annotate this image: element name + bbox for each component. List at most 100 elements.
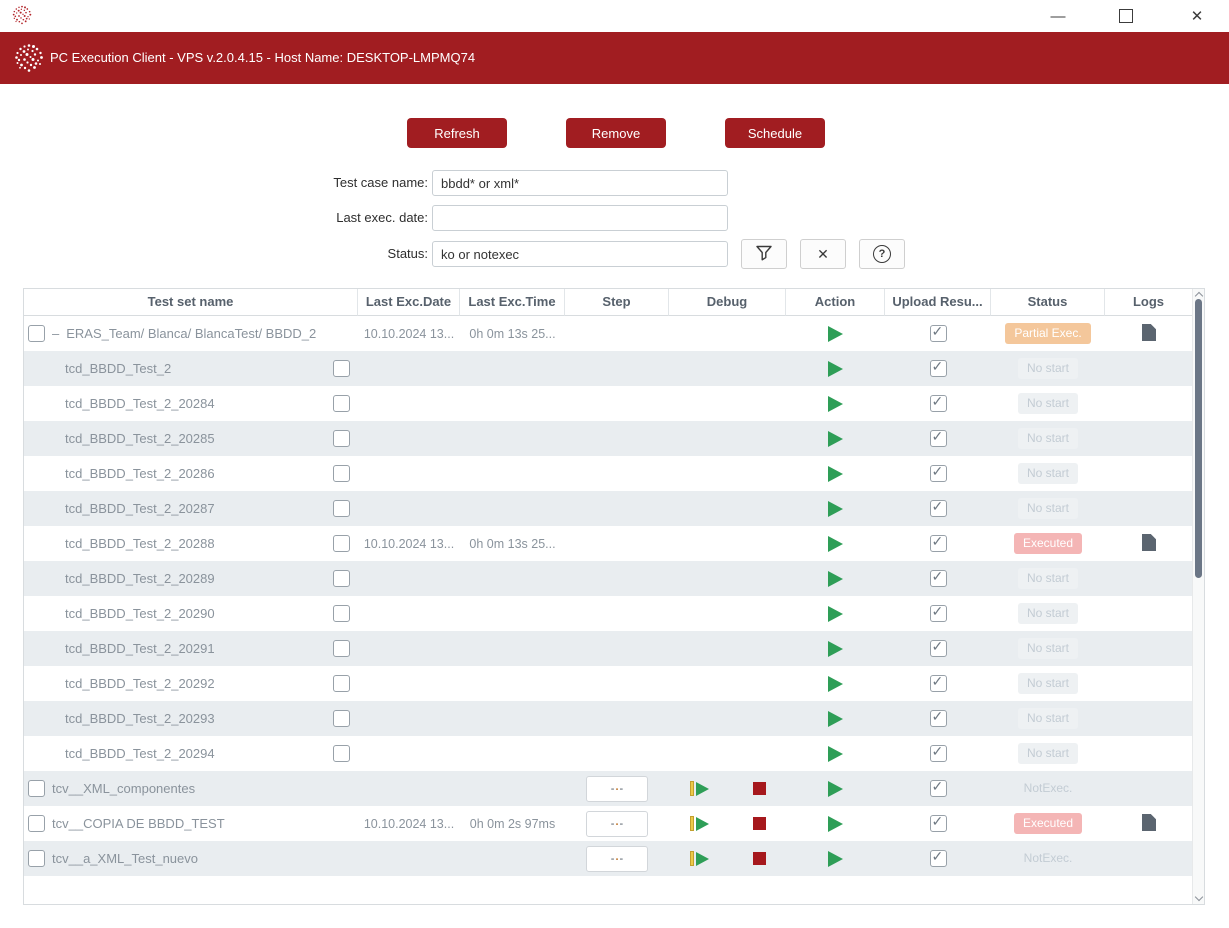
- logs-file-icon[interactable]: [1141, 323, 1157, 344]
- step-input[interactable]: -.-: [586, 845, 648, 872]
- upload-results-checkbox[interactable]: [929, 603, 947, 622]
- upload-results-checkbox[interactable]: [929, 358, 947, 377]
- step-input[interactable]: -.-: [586, 775, 648, 802]
- row-checkbox[interactable]: [333, 465, 350, 482]
- column-header[interactable]: Last Exc.Date: [358, 289, 460, 316]
- run-play-icon[interactable]: [828, 535, 843, 552]
- debug-step-bar: [689, 816, 694, 831]
- schedule-button[interactable]: Schedule: [725, 118, 825, 148]
- maximize-icon[interactable]: [1109, 5, 1143, 27]
- row-checkbox[interactable]: [333, 430, 350, 447]
- run-play-icon[interactable]: [828, 780, 843, 797]
- run-play-icon[interactable]: [828, 500, 843, 517]
- logs-file-icon[interactable]: [1141, 813, 1157, 834]
- row-checkbox[interactable]: [28, 325, 45, 342]
- upload-results-checkbox[interactable]: [929, 323, 947, 342]
- column-header[interactable]: Step: [565, 289, 669, 316]
- column-header[interactable]: Status: [991, 289, 1105, 316]
- last-exec-date-input[interactable]: [432, 205, 728, 231]
- run-play-icon[interactable]: [828, 360, 843, 377]
- upload-results-checkbox[interactable]: [929, 813, 947, 832]
- upload-results-checkbox[interactable]: [929, 638, 947, 657]
- debug-step-play-icon[interactable]: [689, 781, 709, 796]
- debug-step-play-icon[interactable]: [689, 851, 709, 866]
- step-cell: -.-: [565, 841, 669, 876]
- run-play-icon[interactable]: [828, 675, 843, 692]
- row-checkbox[interactable]: [333, 360, 350, 377]
- upload-results-checkbox[interactable]: [929, 463, 947, 482]
- run-play-icon[interactable]: [828, 395, 843, 412]
- run-play-icon[interactable]: [828, 710, 843, 727]
- row-checkbox[interactable]: [28, 850, 45, 867]
- run-play-icon[interactable]: [828, 430, 843, 447]
- test-set-name: tcv__COPIA DE BBDD_TEST: [52, 816, 225, 831]
- column-header[interactable]: Upload Resu...: [885, 289, 991, 316]
- row-checkbox[interactable]: [333, 570, 350, 587]
- debug-cell: [669, 631, 786, 666]
- minimize-icon[interactable]: —: [1050, 7, 1066, 25]
- debug-step-play-icon[interactable]: [689, 816, 709, 831]
- column-header[interactable]: Logs: [1105, 289, 1192, 316]
- row-checkbox[interactable]: [28, 780, 45, 797]
- upload-cell: [885, 456, 991, 491]
- run-play-icon[interactable]: [828, 465, 843, 482]
- run-play-icon[interactable]: [828, 850, 843, 867]
- upload-results-checkbox[interactable]: [929, 778, 947, 797]
- filter-button[interactable]: [741, 239, 787, 269]
- row-checkbox[interactable]: [333, 500, 350, 517]
- run-play-icon[interactable]: [828, 325, 843, 342]
- run-play-icon[interactable]: [828, 640, 843, 657]
- row-checkbox[interactable]: [333, 605, 350, 622]
- test-set-name: tcd_BBDD_Test_2: [65, 361, 172, 376]
- upload-results-checkbox[interactable]: [929, 428, 947, 447]
- help-button[interactable]: ?: [859, 239, 905, 269]
- column-header[interactable]: Debug: [669, 289, 786, 316]
- step-input[interactable]: -.-: [586, 810, 648, 837]
- run-play-icon[interactable]: [828, 815, 843, 832]
- row-checkbox[interactable]: [333, 395, 350, 412]
- close-icon[interactable]: ✕: [1190, 8, 1204, 25]
- upload-results-checkbox[interactable]: [929, 533, 947, 552]
- clear-filter-button[interactable]: ✕: [800, 239, 846, 269]
- row-checkbox[interactable]: [333, 710, 350, 727]
- scroll-down-icon[interactable]: [1194, 892, 1204, 902]
- row-checkbox[interactable]: [333, 675, 350, 692]
- action-cell: [786, 316, 885, 351]
- upload-results-checkbox[interactable]: [929, 708, 947, 727]
- run-play-icon[interactable]: [828, 745, 843, 762]
- column-header[interactable]: Test set name: [24, 289, 358, 316]
- refresh-button[interactable]: Refresh: [407, 118, 507, 148]
- collapse-expander[interactable]: –: [52, 326, 60, 341]
- step-cell: -.-: [565, 806, 669, 841]
- stop-icon[interactable]: [752, 852, 766, 865]
- upload-results-checkbox[interactable]: [929, 568, 947, 587]
- test-case-name-input[interactable]: [432, 170, 728, 196]
- column-header[interactable]: Last Exc.Time: [460, 289, 565, 316]
- debug-step-triangle: [695, 816, 709, 831]
- row-checkbox[interactable]: [333, 640, 350, 657]
- upload-results-checkbox[interactable]: [929, 848, 947, 867]
- run-play-icon[interactable]: [828, 570, 843, 587]
- stop-icon[interactable]: [752, 782, 766, 795]
- upload-results-checkbox[interactable]: [929, 673, 947, 692]
- logs-file-icon[interactable]: [1141, 533, 1157, 554]
- app-logo-icon: [14, 43, 44, 78]
- table-row: tcd_BBDD_Test_2_20293 No start: [24, 701, 1204, 736]
- vertical-scrollbar[interactable]: [1192, 289, 1204, 904]
- status-input[interactable]: [432, 241, 728, 267]
- row-checkbox[interactable]: [333, 535, 350, 552]
- stop-icon[interactable]: [752, 817, 766, 830]
- upload-results-checkbox[interactable]: [929, 743, 947, 762]
- column-header[interactable]: Action: [786, 289, 885, 316]
- debug-cell: [669, 421, 786, 456]
- status-cell: Partial Exec.: [991, 316, 1105, 351]
- row-checkbox[interactable]: [28, 815, 45, 832]
- step-cell: [565, 701, 669, 736]
- run-play-icon[interactable]: [828, 605, 843, 622]
- remove-button[interactable]: Remove: [566, 118, 666, 148]
- upload-results-checkbox[interactable]: [929, 498, 947, 517]
- test-set-name: tcd_BBDD_Test_2_20294: [65, 746, 215, 761]
- row-checkbox[interactable]: [333, 745, 350, 762]
- upload-results-checkbox[interactable]: [929, 393, 947, 412]
- scrollbar-thumb[interactable]: [1195, 299, 1202, 578]
